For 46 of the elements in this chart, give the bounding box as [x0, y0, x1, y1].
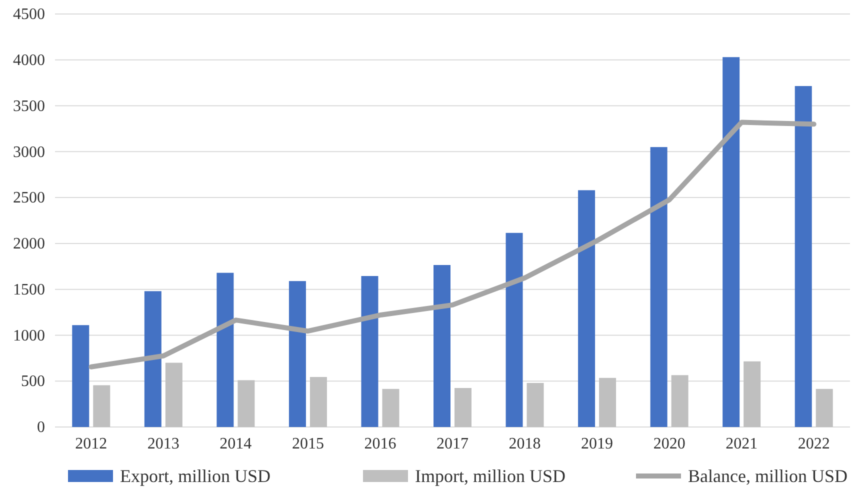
y-tick-label: 500	[21, 373, 45, 390]
y-tick-label: 2000	[13, 236, 45, 253]
bar	[310, 376, 327, 427]
x-tick-label: 2019	[581, 435, 614, 452]
y-tick-label: 3500	[13, 98, 45, 115]
y-tick-label: 1500	[13, 281, 45, 298]
legend-label: Export, million USD	[120, 466, 271, 486]
bar	[526, 382, 544, 427]
bar	[650, 147, 668, 427]
legend-label: Balance, million USD	[688, 466, 848, 486]
x-tick-label: 2014	[220, 435, 252, 452]
bar	[599, 378, 616, 427]
bar	[165, 362, 182, 427]
bar	[454, 388, 472, 427]
x-tick-label: 2017	[436, 435, 468, 452]
y-tick-label: 3000	[13, 144, 45, 161]
bar	[434, 265, 450, 427]
legend-label: Import, million USD	[415, 466, 566, 486]
y-tick-label: 4500	[13, 6, 45, 24]
bar	[72, 325, 90, 427]
y-tick-label: 1000	[13, 327, 45, 344]
bar	[578, 190, 596, 427]
bar	[382, 388, 400, 427]
bar	[722, 57, 740, 427]
y-tick-label: 2500	[13, 190, 45, 207]
bar	[671, 375, 688, 427]
x-tick-label: 2021	[726, 435, 758, 452]
x-tick-label: 2020	[653, 435, 686, 452]
bar	[93, 385, 110, 427]
x-tick-label: 2015	[292, 435, 324, 452]
bar	[144, 291, 162, 427]
bar	[361, 276, 378, 427]
y-tick-label: 0	[37, 419, 45, 436]
bar	[794, 86, 812, 427]
x-tick-label: 2022	[798, 435, 830, 452]
bar	[816, 388, 833, 427]
x-tick-label: 2018	[508, 435, 541, 452]
x-tick-label: 2016	[364, 435, 396, 452]
bar	[288, 281, 306, 427]
bar	[238, 380, 255, 427]
x-tick-label: 2013	[147, 435, 180, 452]
x-tick-label: 2012	[75, 435, 108, 452]
y-tick-label: 4000	[13, 52, 45, 70]
bar	[744, 361, 761, 427]
bar	[506, 232, 523, 427]
bar	[216, 272, 234, 427]
